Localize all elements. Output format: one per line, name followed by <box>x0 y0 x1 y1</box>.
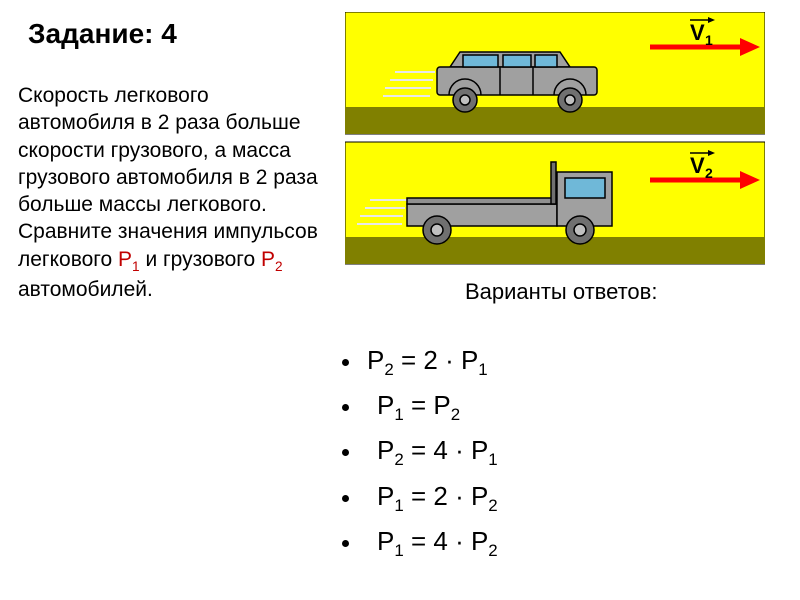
svg-text:2: 2 <box>705 165 713 181</box>
bullet-icon <box>342 540 349 547</box>
problem-compare-b: и грузового <box>140 248 261 271</box>
bullet-icon <box>342 359 349 366</box>
answer-option: P2 = 2 · P1 <box>342 345 498 380</box>
problem-compare-c: автомобилей. <box>18 278 153 301</box>
bullet-icon <box>342 449 349 456</box>
task-title: Задание: 4 <box>28 18 177 50</box>
answer-text: P1 = 2 · P2 <box>377 481 498 516</box>
answer-text: P1 = P2 <box>377 390 460 425</box>
answer-option: P1 = 2 · P2 <box>342 481 498 516</box>
problem-body: Скорость легкового автомобиля в 2 раза б… <box>18 84 318 216</box>
problem-text: Скорость легкового автомобиля в 2 раза б… <box>18 82 318 303</box>
svg-text:V: V <box>690 20 705 45</box>
bullet-icon <box>342 404 349 411</box>
svg-text:1: 1 <box>705 32 713 48</box>
answer-option: P2 = 4 · P1 <box>342 435 498 470</box>
answer-text: P2 = 4 · P1 <box>377 435 498 470</box>
answer-option: P1 = P2 <box>342 390 498 425</box>
answer-options: P2 = 2 · P1 P1 = P2 P2 = 4 · P1 P1 = 2 · P2… <box>342 345 498 571</box>
answer-option: P1 = 4 · P2 <box>342 526 498 561</box>
answer-text: P2 = 2 · P1 <box>367 345 488 380</box>
vehicles-illustration: V 1 <box>345 12 765 267</box>
p1-symbol: Р1 <box>118 248 140 271</box>
answer-text: P1 = 4 · P2 <box>377 526 498 561</box>
svg-text:V: V <box>690 153 705 178</box>
bullet-icon <box>342 495 349 502</box>
p2-symbol: Р2 <box>261 248 283 271</box>
answer-options-label: Варианты ответов: <box>465 278 657 307</box>
